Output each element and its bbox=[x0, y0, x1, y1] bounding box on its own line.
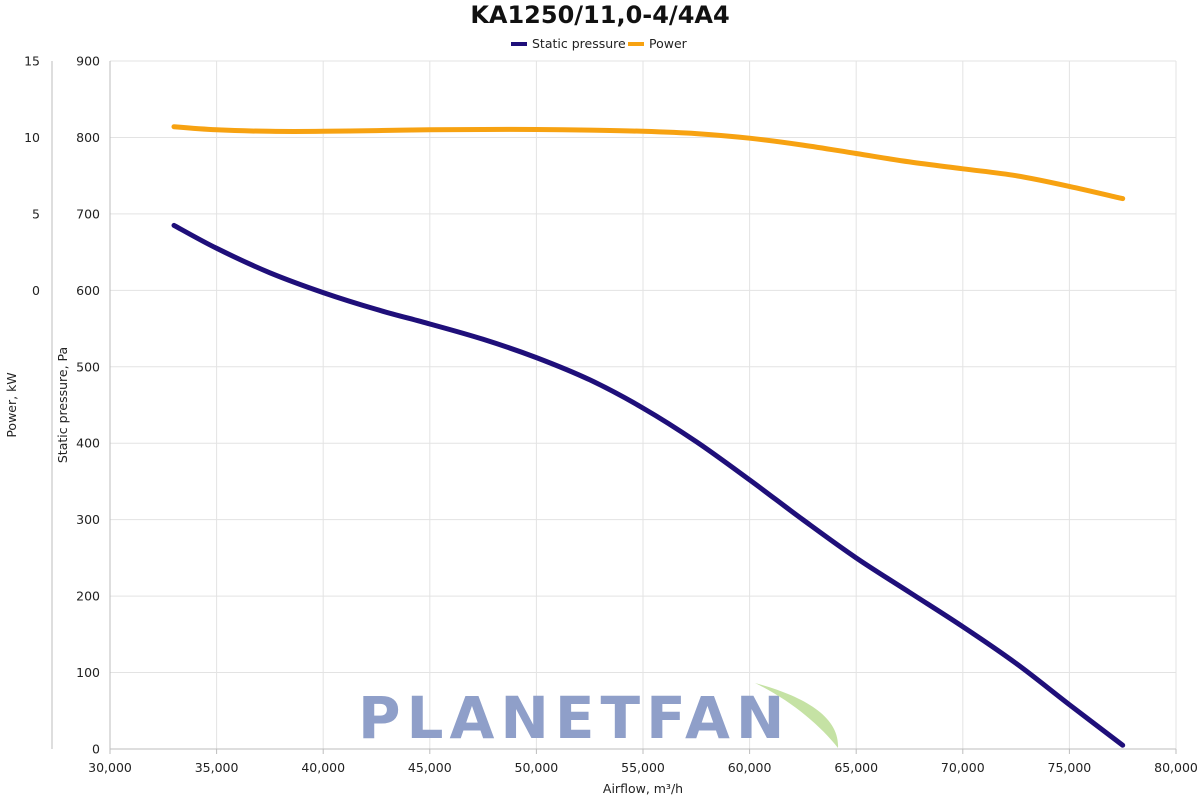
grid bbox=[109, 60, 1177, 750]
legend: Static pressure Power bbox=[511, 36, 688, 51]
axes bbox=[51, 61, 1177, 754]
x-tick-label: 80,000 bbox=[1154, 760, 1198, 775]
y-tick-label: 800 bbox=[76, 130, 100, 145]
watermark: PLANETFAN bbox=[358, 683, 839, 752]
y-tick-label: 200 bbox=[76, 589, 100, 604]
series-line-power bbox=[171, 124, 1126, 202]
x-tick-label: 75,000 bbox=[1048, 760, 1092, 775]
x-tick-label: 30,000 bbox=[88, 760, 132, 775]
y-axis-label: Static pressure, Pa bbox=[55, 347, 70, 463]
x-tick-label: 50,000 bbox=[515, 760, 559, 775]
series-line-static-pressure bbox=[171, 222, 1126, 748]
legend-label-static-pressure: Static pressure bbox=[532, 36, 626, 51]
x-tick-label: 55,000 bbox=[621, 760, 665, 775]
y2-tick-label: 15 bbox=[24, 54, 40, 69]
x-tick-label: 45,000 bbox=[408, 760, 452, 775]
y-tick-label: 400 bbox=[76, 436, 100, 451]
y-tick-label: 300 bbox=[76, 512, 100, 527]
y2-tick-label: 0 bbox=[32, 283, 40, 298]
x-tick-label: 65,000 bbox=[834, 760, 878, 775]
x-tick-label: 70,000 bbox=[941, 760, 985, 775]
legend-label-power: Power bbox=[649, 36, 688, 51]
y-tick-label: 900 bbox=[76, 54, 100, 69]
leaf-icon bbox=[755, 683, 839, 748]
y2-tick-label: 10 bbox=[24, 130, 40, 145]
series bbox=[171, 124, 1126, 748]
x-tick-label: 40,000 bbox=[301, 760, 345, 775]
tick-labels: 30,000 35,000 40,000 45,000 50,000 55,000 60,0… bbox=[24, 54, 1198, 776]
y-tick-label: 0 bbox=[92, 742, 100, 757]
y-tick-label: 500 bbox=[76, 359, 100, 374]
x-tick-label: 35,000 bbox=[195, 760, 239, 775]
y-tick-label: 600 bbox=[76, 283, 100, 298]
y-tick-label: 700 bbox=[76, 206, 100, 221]
chart-title: KA1250/11,0-4/4A4 bbox=[470, 1, 729, 29]
y-tick-label: 100 bbox=[76, 665, 100, 680]
watermark-logo: PLANETFAN bbox=[358, 684, 790, 752]
y2-axis-label: Power, kW bbox=[4, 372, 19, 437]
x-axis-label: Airflow, m³/h bbox=[603, 781, 683, 796]
x-tick-label: 60,000 bbox=[728, 760, 772, 775]
y2-tick-label: 5 bbox=[32, 206, 40, 221]
